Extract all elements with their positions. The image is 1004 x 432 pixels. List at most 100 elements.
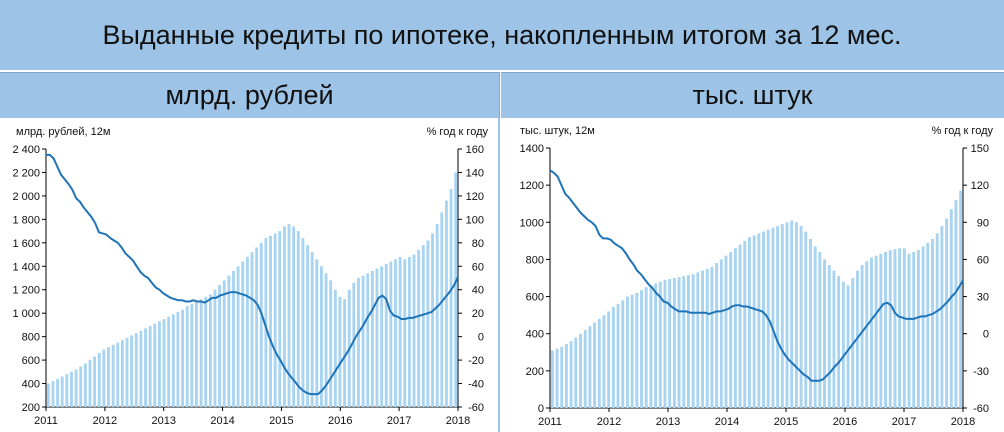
chart-rubles: млрд. рублей, 12м% год к году20040060080… [12,126,489,427]
bar [250,252,254,407]
bar [120,340,124,407]
left-tick-label: 2 000 [12,191,40,203]
bar [236,266,240,407]
bar [60,376,64,407]
bar [324,273,328,407]
bar [569,341,573,408]
right-tick-label: 90 [977,217,989,229]
right-tick-label: 20 [472,308,484,320]
bar [771,227,775,408]
bar [208,294,212,407]
bar [823,259,827,408]
x-tick-label: 2011 [538,416,562,428]
bar [945,218,949,408]
bar [139,330,143,407]
bar [125,337,129,407]
bar [682,276,686,408]
x-tick-label: 2014 [715,416,739,428]
bar [560,346,564,408]
bar [107,347,110,407]
bar [865,261,869,408]
bar [74,369,78,407]
left-tick-label: 1000 [520,217,544,229]
bar [696,272,700,408]
bar [780,224,784,408]
bar [809,239,812,408]
bar [199,299,203,407]
bar [691,274,695,408]
bar [607,311,611,408]
bar [343,299,347,407]
bar [640,290,643,408]
bar [635,292,639,408]
left-tick-label: 1 400 [12,261,40,273]
bar [431,233,434,407]
growth-line [549,169,964,382]
right-tick-label: 140 [466,167,484,179]
bar [306,245,309,407]
bar [320,266,323,407]
right-tick-label: -60 [468,402,484,414]
left-tick-label: 200 [22,402,40,414]
x-tick-label: 2014 [210,415,234,427]
bar [426,240,430,407]
bar [715,263,719,408]
bar [757,233,761,408]
bar [264,238,268,407]
bar [88,360,92,407]
bar [630,294,634,408]
bar [93,356,97,407]
bar [733,248,737,408]
bar [621,300,625,408]
bar [329,280,333,407]
bar [296,231,300,407]
bar [79,366,83,407]
x-tick-label: 2016 [833,416,857,428]
bar [352,282,356,407]
bar [649,285,653,408]
x-tick-label: 2017 [387,415,411,427]
bar [827,265,831,408]
bar [227,275,231,407]
left-tick-label: 400 [22,379,40,391]
bar [686,275,690,408]
bar [195,301,198,407]
bar [794,222,798,408]
bar [724,255,728,408]
bar [818,252,822,408]
bar [813,246,817,408]
bar [361,275,365,407]
left-panel-header: млрд. рублей [0,72,500,118]
bar [51,381,55,407]
growth-line [46,153,459,396]
bar [65,374,69,407]
left-tick-label: 800 [22,332,40,344]
right-axis-label: % год к году [427,126,489,138]
right-axis-label: % год к году [932,125,994,137]
bar [748,237,751,408]
bar [153,323,157,407]
right-tick-label: 80 [472,238,484,250]
bar [394,259,397,407]
bar [555,348,559,408]
bar [384,263,388,407]
bar [357,278,360,407]
right-tick-label: 150 [971,143,989,155]
bar [190,303,194,407]
bar [255,247,259,407]
bar [668,278,672,408]
bar [282,226,286,407]
bar [677,277,681,408]
bar [658,281,662,408]
bar [292,226,296,407]
bar [654,283,658,408]
bar [837,276,841,408]
bar [185,306,189,407]
bar [762,231,765,408]
bar [273,233,277,407]
bar [893,249,897,408]
bar [241,261,245,407]
bar [940,226,944,408]
left-tick-label: 0 [538,403,544,415]
bar [902,248,906,408]
